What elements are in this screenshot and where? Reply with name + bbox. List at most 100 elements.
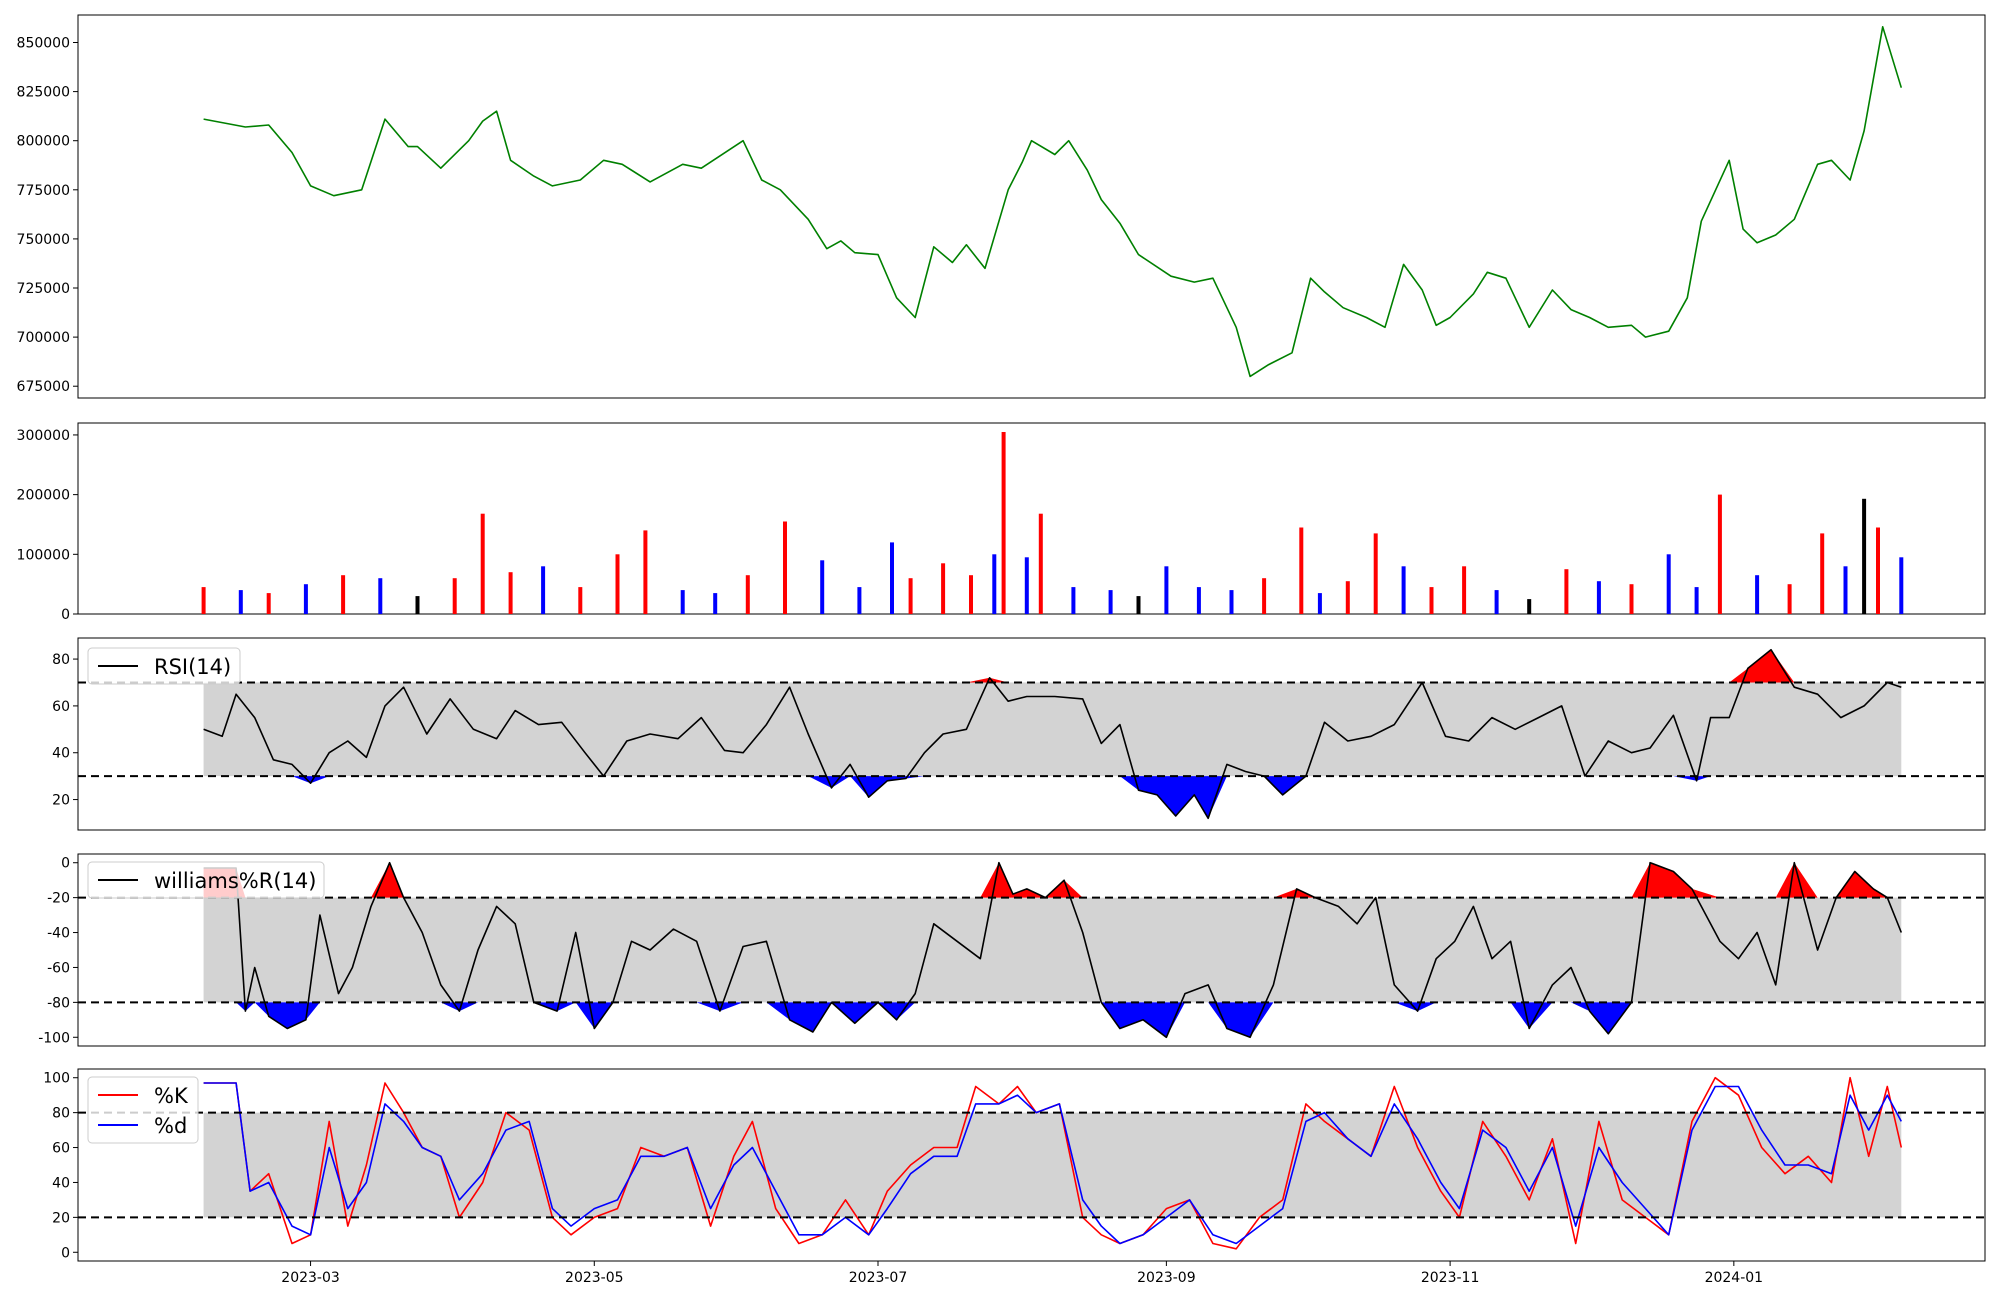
volume-bar bbox=[1862, 498, 1867, 614]
volume-bar bbox=[1755, 575, 1760, 614]
y-tick-label: -100 bbox=[38, 1030, 70, 1046]
y-tick-label: 40 bbox=[52, 746, 70, 762]
williams-panel: -100 -80 -60 -40 -20 0 bbox=[38, 853, 1986, 1047]
overbought-fill bbox=[203, 862, 1902, 898]
y-tick-label: 725000 bbox=[17, 281, 70, 297]
overbought-fill bbox=[203, 649, 1902, 683]
volume-bar bbox=[1229, 590, 1234, 614]
volume-bar bbox=[857, 587, 862, 614]
volume-bar bbox=[615, 554, 620, 614]
k-legend-label: %K bbox=[154, 1084, 189, 1108]
y-tick-label: 700000 bbox=[17, 330, 70, 346]
x-tick-label: 2024-01 bbox=[1705, 1270, 1764, 1286]
volume-bar bbox=[480, 513, 485, 614]
panel-frame bbox=[77, 637, 1986, 831]
panel-frame bbox=[77, 853, 1986, 1047]
volume-bar bbox=[541, 566, 546, 615]
volume-bar bbox=[820, 560, 825, 614]
volume-bar bbox=[238, 590, 243, 614]
y-tick-label: 100000 bbox=[17, 547, 70, 563]
volume-bar bbox=[1299, 527, 1304, 614]
volume-bar bbox=[890, 542, 894, 614]
y-tick-label: 80 bbox=[52, 1106, 70, 1122]
neutral-band bbox=[203, 682, 1902, 777]
williams-legend-label: williams%R(14) bbox=[154, 869, 316, 893]
volume-bar bbox=[378, 578, 383, 614]
volume-bar bbox=[969, 575, 973, 614]
williams-legend: williams%R(14) bbox=[87, 861, 325, 899]
rsi-panel: 20 40 60 80 bbox=[52, 637, 1986, 831]
price-panel: 675000 700000 725000 750000 775000 800000 8250… bbox=[17, 14, 1986, 399]
oversold-fill bbox=[203, 1002, 1902, 1038]
volume-bar bbox=[713, 593, 718, 614]
volume-bar bbox=[1843, 566, 1848, 615]
volume-bar bbox=[680, 590, 685, 614]
stochastic-legend: %K %d bbox=[87, 1076, 199, 1144]
volume-bar bbox=[1527, 599, 1532, 614]
volume-bar bbox=[1494, 590, 1499, 614]
volume-bar bbox=[1787, 584, 1792, 614]
volume-bar bbox=[201, 587, 206, 614]
neutral-band bbox=[203, 1112, 1902, 1218]
volume-bar bbox=[1666, 554, 1671, 614]
y-tick-label: 675000 bbox=[17, 379, 70, 395]
x-tick-label: 2023-07 bbox=[849, 1270, 908, 1286]
y-tick-label: -60 bbox=[47, 960, 70, 976]
y-tick-label: 800000 bbox=[17, 134, 70, 150]
volume-bar bbox=[1564, 569, 1569, 614]
volume-bar bbox=[1038, 513, 1043, 614]
williams-line bbox=[203, 861, 1903, 1039]
volume-bar bbox=[745, 575, 750, 614]
x-axis: 2023-03 2023-05 2023-07 2023-09 2023-11 2024-… bbox=[281, 1261, 1763, 1286]
rsi-legend-label: RSI(14) bbox=[154, 655, 231, 679]
y-tick-label: 850000 bbox=[17, 35, 70, 51]
y-tick-label: 825000 bbox=[17, 85, 70, 101]
volume-bar bbox=[1876, 527, 1880, 614]
volume-bar bbox=[452, 578, 457, 614]
volume-bar bbox=[1001, 432, 1006, 614]
volume-bar bbox=[341, 575, 346, 614]
y-tick-label: 200000 bbox=[17, 488, 70, 504]
volume-bar bbox=[1108, 590, 1113, 614]
volume-bar bbox=[908, 578, 913, 614]
volume-bar bbox=[1196, 587, 1201, 614]
x-tick-label: 2023-09 bbox=[1137, 1270, 1196, 1286]
volume-bar bbox=[1596, 581, 1601, 614]
d-legend-label: %d bbox=[154, 1114, 187, 1138]
price-line bbox=[203, 25, 1903, 378]
volume-bar bbox=[1071, 587, 1076, 614]
y-tick-label: 775000 bbox=[17, 183, 70, 199]
volume-bar bbox=[1373, 533, 1378, 614]
volume-bar bbox=[266, 593, 271, 614]
panel-frame bbox=[77, 14, 1986, 399]
rsi-line bbox=[203, 648, 1902, 820]
x-tick-label: 2023-05 bbox=[565, 1270, 624, 1286]
y-tick-label: 0 bbox=[61, 607, 70, 623]
x-tick-label: 2023-03 bbox=[281, 1270, 340, 1286]
y-tick-label: -40 bbox=[47, 926, 70, 942]
y-tick-label: 100 bbox=[43, 1071, 70, 1087]
volume-bar bbox=[1024, 557, 1029, 614]
y-tick-label: -20 bbox=[47, 891, 70, 907]
volume-bar bbox=[1899, 557, 1904, 614]
volume-bar bbox=[643, 530, 648, 614]
rsi-legend: RSI(14) bbox=[87, 647, 241, 685]
neutral-band bbox=[203, 897, 1902, 1003]
y-tick-label: 20 bbox=[52, 793, 70, 809]
y-tick-label: 0 bbox=[61, 1245, 70, 1261]
volume-bar bbox=[303, 584, 308, 614]
volume-bar bbox=[508, 572, 513, 614]
x-tick-label: 2023-11 bbox=[1421, 1270, 1480, 1286]
y-tick-label: 60 bbox=[52, 699, 70, 715]
volume-bar bbox=[1317, 593, 1322, 614]
volume-bar bbox=[1262, 578, 1267, 614]
volume-bar bbox=[1401, 566, 1406, 615]
y-tick-label: -80 bbox=[47, 995, 70, 1011]
panel-frame bbox=[77, 1068, 1986, 1262]
oversold-fill bbox=[203, 776, 1902, 819]
volume-bar bbox=[941, 563, 946, 614]
y-tick-label: 60 bbox=[52, 1141, 70, 1157]
volume-bar bbox=[1629, 584, 1634, 614]
volume-bar bbox=[1429, 587, 1434, 614]
